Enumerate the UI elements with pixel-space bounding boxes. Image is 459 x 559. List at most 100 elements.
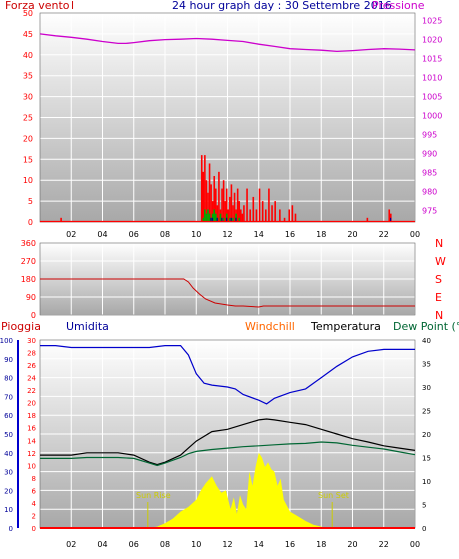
humidity-y-tick-label: 100 bbox=[0, 337, 13, 345]
wind-y-tick-label: 40 bbox=[23, 51, 33, 60]
wind-direction-bar bbox=[230, 217, 232, 222]
wind-direction-bar bbox=[235, 217, 237, 222]
humidity-y-tick-label: 50 bbox=[4, 431, 13, 439]
pressure-y-tick-label: 1005 bbox=[422, 93, 442, 102]
wind-y-tick-label: 50 bbox=[23, 9, 33, 18]
sun-set-label: Sun Set bbox=[318, 491, 349, 500]
humidity-y-tick-label: 70 bbox=[4, 393, 13, 401]
wind-gust-bar bbox=[294, 213, 297, 222]
wind-direction-bar bbox=[390, 217, 392, 222]
wind-average-bar bbox=[205, 213, 208, 222]
wind-gust-bar bbox=[261, 201, 264, 222]
wind-gust-bar bbox=[222, 180, 225, 222]
humidity-legend: Umidita bbox=[66, 320, 109, 333]
rain-y-tick-label: 18 bbox=[27, 412, 36, 420]
wind-y-tick-label: 45 bbox=[23, 30, 33, 39]
wind-gust-bar bbox=[221, 188, 223, 222]
temperature-line bbox=[40, 418, 416, 466]
sun-rise-label: Sun Rise bbox=[136, 491, 171, 500]
compass-label: S bbox=[435, 273, 442, 286]
wind-direction-bar bbox=[211, 217, 214, 222]
x-tick-label-top: 10 bbox=[191, 230, 201, 239]
wind-gust-bar bbox=[291, 205, 294, 222]
wind-average-bar bbox=[232, 217, 234, 222]
direction-y-tick-label: 180 bbox=[21, 275, 36, 284]
humidity-y-tick-label: 60 bbox=[4, 412, 13, 420]
wind-y-tick-label: 0 bbox=[28, 218, 33, 227]
wind-gust-bar bbox=[236, 188, 239, 222]
wind-axis-title: Forza vento bbox=[5, 0, 70, 12]
rain-y-tick-label: 10 bbox=[27, 462, 36, 470]
wind-gust-bar bbox=[229, 196, 231, 222]
temperature-y-tick-label: 35 bbox=[422, 361, 431, 369]
direction-y-tick-label: 90 bbox=[26, 293, 36, 302]
wind-gust-bar bbox=[388, 209, 391, 222]
wind-direction-bar bbox=[216, 217, 218, 222]
wind-gust-bar bbox=[283, 217, 286, 222]
x-tick-label-bottom: 14 bbox=[254, 540, 264, 549]
wind-direction-bar bbox=[225, 217, 228, 222]
wind-gust-bar bbox=[202, 171, 205, 222]
x-tick-label-top: 12 bbox=[222, 230, 232, 239]
x-tick-label-bottom: 06 bbox=[129, 540, 139, 549]
wind-direction-bar bbox=[221, 217, 223, 222]
x-tick-label-top: 08 bbox=[160, 230, 170, 239]
wind-gust-bar bbox=[227, 209, 230, 222]
rain-y-tick-label: 0 bbox=[32, 525, 36, 533]
rain-y-tick-label: 28 bbox=[27, 350, 36, 358]
wind-direction-line bbox=[40, 278, 415, 308]
dewpoint-legend: Dew Point (°C bbox=[393, 320, 459, 333]
temperature-y-tick-label: 10 bbox=[422, 478, 431, 486]
direction-y-tick-label: 270 bbox=[21, 257, 36, 266]
wind-gust-bar bbox=[225, 188, 228, 222]
rain-legend: Pioggia bbox=[1, 320, 41, 333]
rain-y-tick-label: 20 bbox=[27, 400, 36, 408]
rain-y-tick-label: 2 bbox=[32, 512, 36, 520]
wind-gust-bar bbox=[216, 205, 219, 222]
solar-area bbox=[40, 452, 415, 528]
wind-gust-bar bbox=[255, 209, 258, 222]
rain-y-tick-label: 16 bbox=[27, 425, 36, 433]
x-tick-label-bottom: 16 bbox=[285, 540, 295, 549]
wind-gust-bar bbox=[288, 209, 291, 222]
x-tick-label-top: 14 bbox=[254, 230, 264, 239]
compass-label: N bbox=[435, 237, 443, 250]
pressure-y-tick-label: 1010 bbox=[422, 74, 442, 83]
wind-gust-bar bbox=[232, 205, 234, 222]
wind-gust-bar bbox=[265, 209, 267, 222]
wind-gust-bar bbox=[207, 192, 209, 222]
wind-gust-bar bbox=[218, 171, 220, 222]
wind-gust-bar bbox=[238, 201, 241, 222]
pressure-y-tick-label: 980 bbox=[422, 188, 437, 197]
wind-gust-bar bbox=[279, 209, 281, 222]
x-tick-label-top: 20 bbox=[347, 230, 357, 239]
pressure-y-tick-label: 1015 bbox=[422, 55, 442, 64]
humidity-y-tick-label: 30 bbox=[4, 469, 13, 477]
pressure-axis-title: Pressione bbox=[372, 0, 425, 12]
wind-average-bar bbox=[229, 217, 231, 222]
wind-axis-title-unit: l bbox=[71, 0, 74, 12]
temperature-y-tick-label: 15 bbox=[422, 455, 431, 463]
x-tick-label-bottom: 04 bbox=[97, 540, 107, 549]
wind-direction-bar bbox=[210, 217, 212, 222]
wind-gust-bar bbox=[243, 205, 245, 222]
x-tick-label-bottom: 10 bbox=[191, 540, 201, 549]
rain-y-tick-label: 6 bbox=[32, 487, 37, 495]
wind-gust-bar bbox=[274, 201, 276, 222]
pressure-y-tick-label: 975 bbox=[422, 207, 437, 216]
temperature-y-tick-label: 40 bbox=[422, 337, 431, 345]
wind-gust-bar bbox=[211, 201, 214, 222]
wind-gust-bar bbox=[258, 188, 261, 222]
pressure-y-tick-label: 1020 bbox=[422, 36, 442, 45]
humidity-line bbox=[40, 345, 415, 405]
wind-gust-bar bbox=[233, 192, 236, 222]
windchill-legend: Windchill bbox=[245, 320, 295, 333]
temperature-y-tick-label: 20 bbox=[422, 431, 431, 439]
x-tick-label-top: 02 bbox=[66, 230, 76, 239]
dewpoint-line bbox=[40, 441, 416, 467]
wind-average-bar bbox=[208, 213, 211, 222]
rain-y-tick-label: 12 bbox=[27, 450, 36, 458]
compass-label: W bbox=[435, 255, 446, 268]
wind-average-bar bbox=[215, 213, 217, 222]
x-tick-label-bottom: 12 bbox=[222, 540, 232, 549]
